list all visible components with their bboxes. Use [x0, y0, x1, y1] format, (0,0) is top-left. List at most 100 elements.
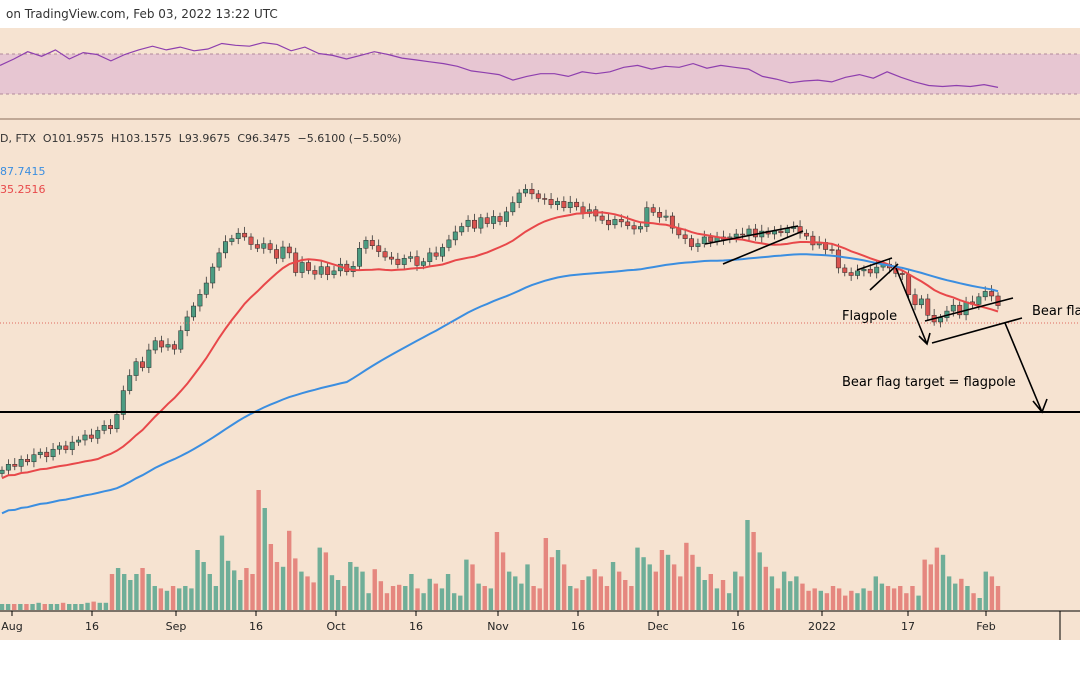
candle — [184, 310, 190, 337]
candle — [497, 212, 503, 226]
candle-body — [535, 193, 541, 199]
volume-bar — [354, 566, 359, 610]
volume-bar — [989, 576, 995, 610]
candle-body — [95, 430, 101, 439]
volume-bar — [696, 566, 701, 610]
candle-body — [395, 258, 401, 265]
volume-bar — [305, 576, 310, 610]
candle-body — [306, 262, 311, 271]
candle — [561, 196, 567, 212]
volume-bar — [433, 583, 439, 610]
candle-body — [184, 316, 190, 331]
candle-body — [567, 201, 573, 208]
volume-bar — [348, 562, 353, 610]
plot-area — [0, 28, 1080, 640]
candle — [835, 243, 841, 274]
volume-bar — [513, 576, 518, 610]
candle — [357, 241, 362, 271]
candle-body — [752, 228, 758, 238]
volume-bar — [396, 584, 402, 610]
candle-body — [369, 240, 375, 247]
volume-bar — [177, 588, 182, 610]
volume-bar — [409, 574, 414, 610]
candle — [523, 184, 528, 197]
candle — [918, 295, 924, 309]
volume-bar — [390, 586, 396, 610]
candle-body — [363, 240, 369, 249]
candle-body — [740, 233, 746, 236]
candle — [197, 289, 203, 312]
candle — [82, 429, 88, 446]
volume-bar — [635, 547, 640, 610]
candle — [254, 239, 260, 253]
volume-bar — [85, 602, 90, 610]
volume-bar — [592, 569, 597, 610]
volume-bar — [702, 580, 707, 610]
volume-bar — [103, 602, 109, 610]
volume-bar — [898, 586, 903, 610]
x-tick-label: 17 — [901, 620, 915, 633]
volume-bar — [574, 588, 579, 610]
candle — [171, 340, 177, 355]
candle — [459, 222, 465, 236]
candle-body — [874, 266, 880, 274]
candle — [210, 263, 216, 289]
target-arrow — [1004, 322, 1048, 414]
candle-body — [625, 221, 631, 226]
volume-bar — [757, 552, 762, 610]
volume-bar — [965, 586, 970, 610]
candle — [957, 301, 963, 319]
candle-body — [452, 231, 458, 241]
volume-bar — [79, 604, 84, 610]
candle-body — [510, 202, 516, 213]
candle-body — [242, 232, 248, 238]
candle — [989, 285, 995, 302]
candle — [159, 335, 165, 353]
candle-body — [88, 434, 94, 439]
candle-body — [669, 215, 675, 229]
volume-bar — [42, 604, 47, 610]
candle-body — [918, 298, 924, 306]
volume-bar — [745, 520, 750, 610]
candle-body — [804, 232, 809, 237]
volume-bar — [843, 595, 848, 610]
volume-bar — [739, 576, 744, 610]
x-tick-label: 16 — [249, 620, 263, 633]
candle — [57, 442, 62, 455]
candle-body — [312, 270, 318, 275]
x-tick-label: Nov — [487, 620, 509, 633]
candle-body — [618, 219, 624, 223]
volume-bar — [317, 547, 322, 610]
volume-bar — [189, 588, 194, 610]
candle — [31, 448, 37, 468]
volume-bar — [5, 604, 11, 610]
candle-body — [529, 188, 535, 195]
candle — [574, 198, 580, 211]
candle — [312, 265, 318, 280]
candle-body — [682, 234, 688, 239]
volume-bar — [781, 571, 787, 610]
volume-bar — [329, 575, 335, 610]
volume-bar — [341, 586, 347, 610]
volume-bar — [616, 571, 622, 610]
candle — [465, 215, 471, 232]
candle — [778, 224, 784, 237]
volume-bar — [690, 554, 695, 610]
candle-body — [899, 273, 905, 275]
volume-bar — [598, 576, 604, 610]
candle — [401, 254, 407, 271]
candle-body — [318, 266, 324, 275]
candle-body — [120, 390, 126, 415]
candle-body — [427, 252, 433, 262]
candle-body — [542, 198, 548, 200]
candle — [855, 264, 860, 280]
candle-body — [555, 201, 560, 205]
volume-bar — [48, 604, 54, 610]
candle — [478, 213, 484, 234]
volume-bar — [231, 570, 237, 610]
volume-bar — [488, 588, 494, 610]
candle-body — [235, 232, 241, 239]
volume-bar — [983, 571, 988, 610]
candle — [535, 190, 541, 203]
